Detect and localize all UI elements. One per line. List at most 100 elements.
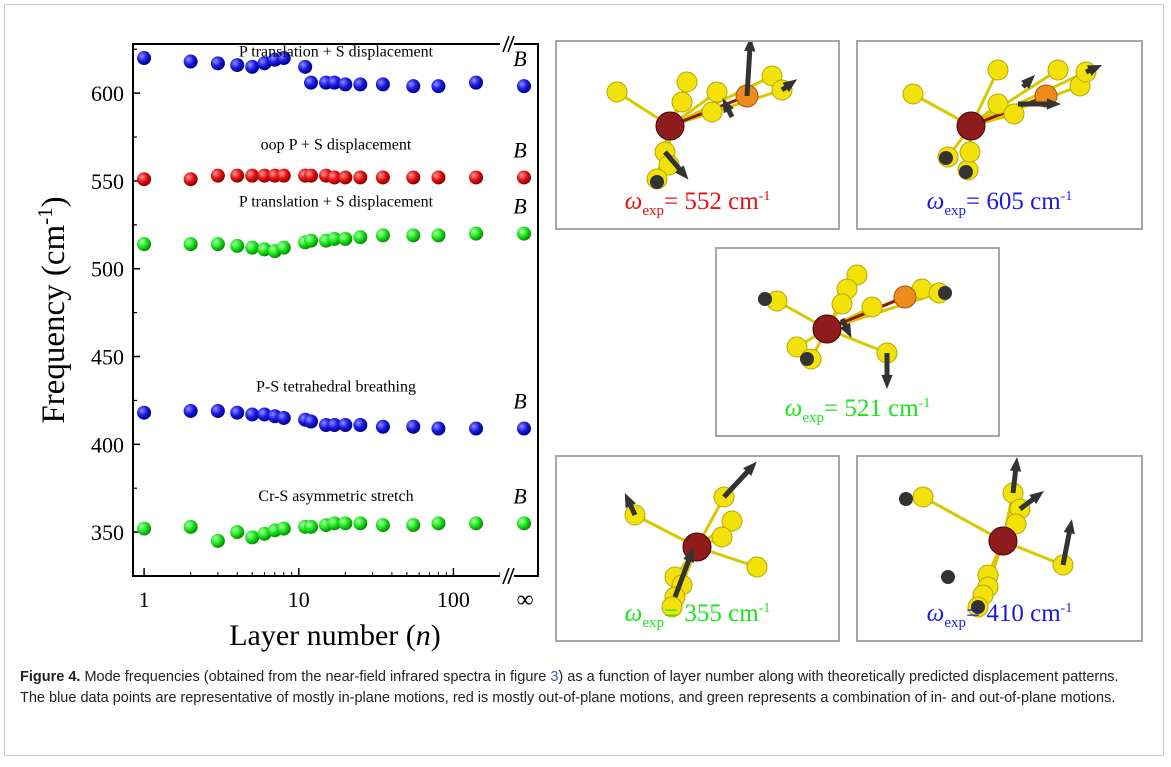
arrow-head bbox=[1086, 65, 1103, 76]
arrow-head-dot bbox=[758, 292, 772, 306]
axis-break bbox=[500, 34, 515, 586]
data-point-green bbox=[353, 516, 368, 531]
data-point-blue bbox=[183, 54, 198, 69]
data-point-blue bbox=[230, 405, 245, 420]
sulfur-atom bbox=[711, 526, 733, 548]
data-point-green bbox=[276, 240, 291, 255]
x-tick-label: 1 bbox=[139, 587, 150, 612]
series-label: P translation + S displacement bbox=[239, 194, 434, 211]
data-point-green bbox=[230, 238, 245, 253]
data-point-green bbox=[210, 533, 225, 548]
data-point-blue bbox=[353, 418, 368, 433]
x-axis-title: Layer number (n) bbox=[229, 619, 441, 652]
data-point-red bbox=[245, 168, 260, 183]
data-point-blue bbox=[210, 403, 225, 418]
data-point-blue bbox=[469, 75, 484, 90]
sulfur-atom bbox=[987, 59, 1009, 81]
data-point-blue bbox=[304, 414, 319, 429]
data-point-blue bbox=[431, 421, 446, 436]
arrow-head-dot bbox=[938, 286, 952, 300]
arrow-head bbox=[1009, 457, 1022, 472]
y-tick-label: 550 bbox=[91, 169, 124, 194]
data-point-blue bbox=[353, 77, 368, 92]
data-point-green bbox=[276, 521, 291, 536]
arrow-head bbox=[624, 492, 636, 509]
data-point-green bbox=[183, 519, 198, 534]
bulk-marker: B bbox=[513, 389, 526, 414]
sulfur-atom bbox=[902, 83, 924, 105]
data-point-red bbox=[353, 170, 368, 185]
arrow-head bbox=[1021, 74, 1036, 89]
x-axis-ticks: 1 10 100 bbox=[139, 568, 501, 612]
caption-text-2: ) as a function of layer number along wi… bbox=[20, 669, 1119, 706]
sulfur-atom bbox=[786, 336, 808, 358]
arrow-head bbox=[744, 42, 756, 52]
sulfur-atom bbox=[701, 101, 723, 123]
data-point-green bbox=[353, 230, 368, 245]
data-point-green bbox=[327, 516, 342, 531]
y-tick-label: 600 bbox=[91, 81, 124, 106]
sulfur-atom bbox=[671, 91, 693, 113]
bulk-point-red bbox=[517, 170, 531, 185]
data-point-green bbox=[375, 518, 390, 533]
y-tick-label: 500 bbox=[91, 257, 124, 282]
data-point-blue bbox=[257, 407, 272, 422]
sulfur-atom bbox=[721, 510, 743, 532]
y-axis-title: Frequency (cm-1) bbox=[33, 196, 72, 423]
arrow-head bbox=[1046, 98, 1061, 110]
data-point-blue bbox=[327, 75, 342, 90]
data-point-green bbox=[304, 233, 319, 248]
data-point-blue bbox=[431, 79, 446, 94]
displacement-arrow bbox=[663, 150, 684, 174]
atom-model bbox=[899, 457, 1075, 618]
data-point-blue bbox=[406, 419, 421, 434]
sulfur-atom bbox=[706, 81, 728, 103]
data-point-blue bbox=[245, 407, 260, 422]
y-tick-label: 450 bbox=[91, 345, 124, 370]
data-point-green bbox=[304, 519, 319, 534]
y-tick-label: 400 bbox=[91, 432, 124, 457]
arrow-head bbox=[675, 165, 689, 180]
data-point-blue bbox=[469, 421, 484, 436]
arrow-head-dot bbox=[959, 165, 973, 179]
displacement-arrow bbox=[1010, 466, 1019, 494]
data-point-green bbox=[245, 240, 260, 255]
data-point-blue bbox=[338, 418, 353, 433]
data-point-blue bbox=[304, 75, 319, 90]
arrow-head-dot bbox=[899, 492, 913, 506]
data-point-red bbox=[327, 170, 342, 185]
chromium-atom bbox=[812, 314, 842, 344]
atom-model bbox=[624, 461, 768, 618]
arrow-head bbox=[782, 79, 798, 92]
y-axis-ticks: 350 400 450 500 550 600 bbox=[91, 48, 140, 545]
chromium-atom bbox=[988, 526, 1018, 556]
bulk-point-blue bbox=[517, 421, 531, 436]
data-point-green bbox=[230, 525, 245, 540]
arrow-head-dot bbox=[650, 175, 664, 189]
data-point-green bbox=[431, 516, 446, 531]
bulk-marker: B bbox=[513, 194, 526, 219]
caption-figure-ref[interactable]: 3 bbox=[550, 669, 559, 685]
bulk-marker: B bbox=[513, 483, 526, 508]
mode-panel-410: ωexp= 410 cm-1 bbox=[856, 455, 1143, 642]
displacement-pattern-521 bbox=[758, 264, 952, 389]
arrow-head-dot bbox=[941, 570, 955, 584]
figure-frame bbox=[4, 4, 1164, 756]
data-point-blue bbox=[276, 51, 291, 66]
data-point-blue bbox=[276, 410, 291, 425]
data-point-green bbox=[431, 228, 446, 243]
atom-model bbox=[758, 264, 952, 389]
bond bbox=[970, 68, 1059, 128]
displacement-pattern-410 bbox=[899, 457, 1075, 618]
mode-label-521: ωexp= 521 cm-1 bbox=[784, 395, 931, 426]
arrow-head-dot bbox=[800, 352, 814, 366]
mode-panel-605: ωexp= 605 cm-1 bbox=[856, 40, 1143, 230]
data-point-red bbox=[469, 170, 484, 185]
data-point-red bbox=[257, 168, 272, 183]
data-point-red bbox=[276, 168, 291, 183]
data-point-green bbox=[210, 237, 225, 252]
displacement-arrow bbox=[1060, 528, 1073, 566]
data-point-red bbox=[406, 170, 421, 185]
data-point-green bbox=[406, 228, 421, 243]
